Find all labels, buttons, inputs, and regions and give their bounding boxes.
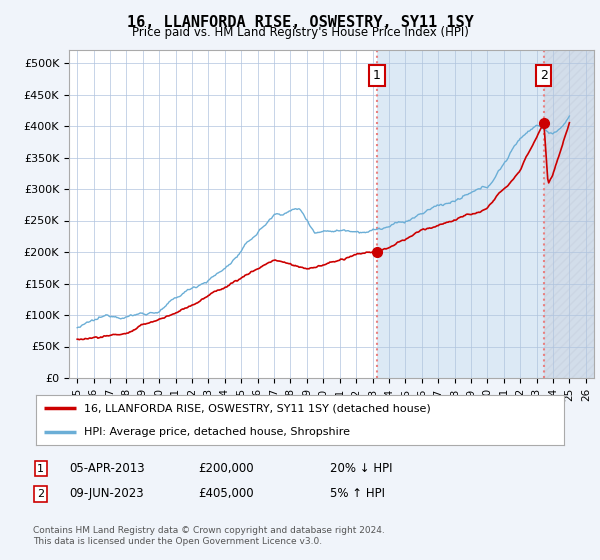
Text: 20% ↓ HPI: 20% ↓ HPI — [330, 462, 392, 475]
Text: This data is licensed under the Open Government Licence v3.0.: This data is licensed under the Open Gov… — [33, 537, 322, 546]
Text: 05-APR-2013: 05-APR-2013 — [69, 462, 145, 475]
Text: 09-JUN-2023: 09-JUN-2023 — [69, 487, 143, 501]
Text: 1: 1 — [37, 464, 44, 474]
Text: £405,000: £405,000 — [198, 487, 254, 501]
Text: HPI: Average price, detached house, Shropshire: HPI: Average price, detached house, Shro… — [83, 427, 350, 437]
Bar — [377, 50, 594, 378]
Text: 16, LLANFORDA RISE, OSWESTRY, SY11 1SY: 16, LLANFORDA RISE, OSWESTRY, SY11 1SY — [127, 15, 473, 30]
Text: Contains HM Land Registry data © Crown copyright and database right 2024.: Contains HM Land Registry data © Crown c… — [33, 526, 385, 535]
Text: 5% ↑ HPI: 5% ↑ HPI — [330, 487, 385, 501]
Text: £200,000: £200,000 — [198, 462, 254, 475]
Text: 2: 2 — [540, 69, 548, 82]
Bar — [544, 50, 594, 378]
Text: 2: 2 — [37, 489, 44, 499]
Text: 16, LLANFORDA RISE, OSWESTRY, SY11 1SY (detached house): 16, LLANFORDA RISE, OSWESTRY, SY11 1SY (… — [83, 403, 430, 413]
Text: Price paid vs. HM Land Registry's House Price Index (HPI): Price paid vs. HM Land Registry's House … — [131, 26, 469, 39]
Text: 1: 1 — [373, 69, 381, 82]
